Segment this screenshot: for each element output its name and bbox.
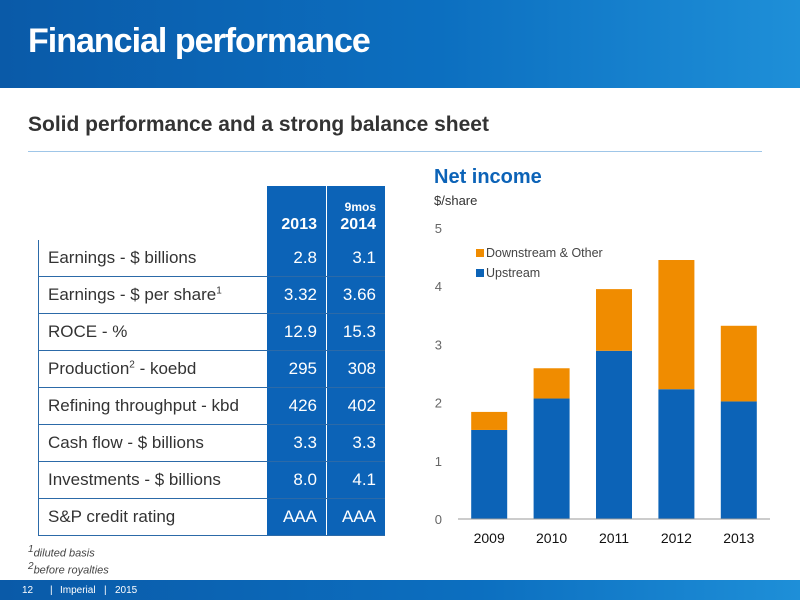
bar-downstream <box>658 260 695 390</box>
footer-bar: 12 | Imperial | 2015 <box>0 580 800 600</box>
kpi-table: 2013 9mos 2014 Earnings - $ billions 2.8 … <box>38 186 385 536</box>
y-tick-label: 0 <box>435 512 442 527</box>
bar-upstream <box>596 350 632 519</box>
table-header-row: 2013 9mos 2014 <box>38 186 385 240</box>
table-row: Investments - $ billions 8.0 4.1 <box>38 461 385 499</box>
bar-downstream <box>720 325 757 402</box>
table-row: S&P credit rating AAA AAA <box>38 498 385 536</box>
page-number: 12 <box>22 585 34 596</box>
table-row: Earnings - $ billions 2.8 3.1 <box>38 240 385 277</box>
x-tick-label: 2012 <box>661 530 692 546</box>
bar-upstream <box>533 398 570 519</box>
table-row: Production2 - koebd 295 308 <box>38 350 385 388</box>
footnote-1: 1diluted basis <box>28 544 95 560</box>
chart-title: Net income <box>434 166 542 188</box>
row-label: ROCE - % <box>38 313 267 351</box>
row-label: Earnings - $ per share1 <box>38 276 267 314</box>
row-label: Production2 - koebd <box>38 350 267 388</box>
footer-separator: | <box>50 585 53 596</box>
value-2013: 8.0 <box>266 461 327 499</box>
value-2013: 2.8 <box>266 240 327 277</box>
header-2013-label: 2013 <box>281 216 317 233</box>
title-bar: Financial performance <box>0 0 800 88</box>
bar-upstream <box>471 429 508 519</box>
chart-y-unit: $/share <box>434 193 478 208</box>
divider <box>28 151 762 152</box>
net-income-chart: 0 1 2 3 4 5 2009 2010 2011 2012 2013 Downstream & O… <box>435 221 770 546</box>
value-2014: 3.1 <box>326 240 385 277</box>
value-2013: 3.32 <box>266 276 327 314</box>
row-label: S&P credit rating <box>38 498 267 536</box>
y-tick-label: 2 <box>435 396 442 411</box>
bar-upstream <box>720 401 757 519</box>
x-tick-label: 2010 <box>536 530 567 546</box>
value-2014: 3.66 <box>326 276 385 314</box>
row-label: Cash flow - $ billions <box>38 424 267 462</box>
x-tick-label: 2013 <box>723 530 754 546</box>
bar-downstream <box>471 411 508 430</box>
table-row: ROCE - % 12.9 15.3 <box>38 313 385 351</box>
footer-year: 2015 <box>115 585 138 596</box>
value-2014: AAA <box>326 498 385 536</box>
slide-title: Financial performance <box>28 22 371 60</box>
value-2013: AAA <box>266 498 327 536</box>
table-row: Cash flow - $ billions 3.3 3.3 <box>38 424 385 462</box>
table-row: Earnings - $ per share1 3.32 3.66 <box>38 276 385 314</box>
header-2014: 9mos 2014 <box>326 186 385 240</box>
legend-swatch-downstream <box>476 249 484 257</box>
row-label: Investments - $ billions <box>38 461 267 499</box>
header-2014-label: 2014 <box>340 216 376 233</box>
footnote-marker: 2 <box>129 359 135 371</box>
footer-separator: | <box>104 585 107 596</box>
value-2013: 3.3 <box>266 424 327 462</box>
y-tick-label: 4 <box>435 279 442 294</box>
legend-label-downstream: Downstream & Other <box>486 246 603 260</box>
row-label: Earnings - $ billions <box>38 240 267 277</box>
slide-subtitle: Solid performance and a strong balance s… <box>28 113 489 136</box>
y-tick-label: 5 <box>435 221 442 236</box>
x-tick-label: 2011 <box>599 530 629 546</box>
table-row: Refining throughput - kbd 426 402 <box>38 387 385 425</box>
value-2013: 426 <box>266 387 327 425</box>
y-tick-label: 3 <box>435 337 442 352</box>
header-2014-note: 9mos <box>344 200 376 214</box>
value-2013: 295 <box>266 350 327 388</box>
x-tick-label: 2009 <box>474 530 505 546</box>
row-label: Refining throughput - kbd <box>38 387 267 425</box>
footnote-marker: 1 <box>216 285 222 297</box>
value-2014: 3.3 <box>326 424 385 462</box>
y-tick-label: 1 <box>435 454 442 469</box>
value-2014: 308 <box>326 350 385 388</box>
value-2014: 402 <box>326 387 385 425</box>
legend-label-upstream: Upstream <box>486 266 540 280</box>
value-2014: 4.1 <box>326 461 385 499</box>
footer-company: Imperial <box>60 585 96 596</box>
bar-upstream <box>658 389 695 519</box>
value-2013: 12.9 <box>266 313 327 351</box>
value-2014: 15.3 <box>326 313 385 351</box>
header-2013: 2013 <box>266 186 327 240</box>
bar-downstream <box>596 289 632 351</box>
legend-swatch-upstream <box>476 269 484 277</box>
footnote-2: 2before royalties <box>28 561 109 577</box>
bar-downstream <box>533 368 570 399</box>
